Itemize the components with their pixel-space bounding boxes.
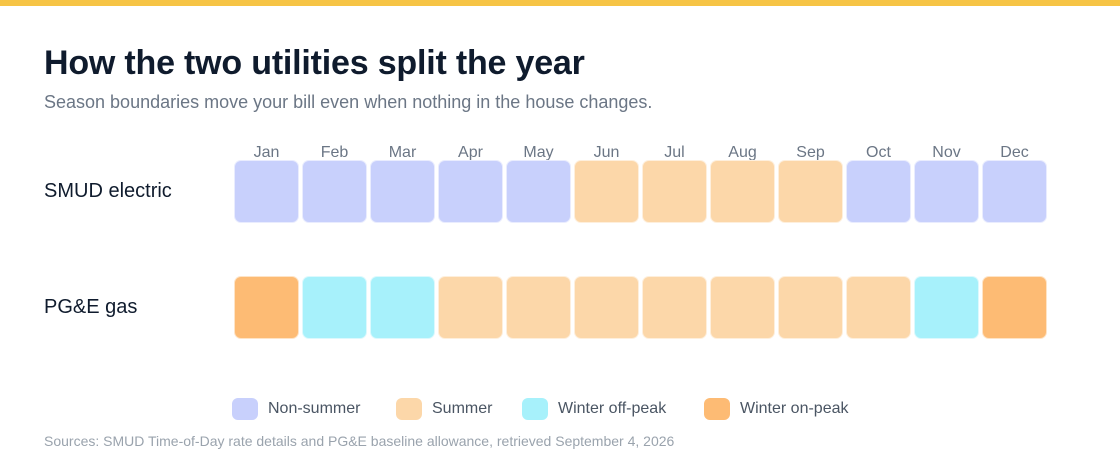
season-cell-0-dec — [982, 160, 1047, 223]
legend-swatch — [396, 398, 422, 420]
season-cell-0-nov — [914, 160, 979, 223]
month-label-aug: Aug — [728, 144, 757, 161]
legend-swatch — [704, 398, 730, 420]
season-cell-1-nov — [914, 276, 979, 339]
season-cell-1-oct — [846, 276, 911, 339]
legend-item: Winter off-peak — [522, 397, 666, 421]
month-label-jan: Jan — [253, 144, 280, 161]
season-cell-1-feb — [302, 276, 367, 339]
season-cell-1-apr — [438, 276, 503, 339]
month-label-dec: Dec — [1000, 144, 1029, 161]
season-cell-0-may — [506, 160, 571, 223]
season-cell-1-mar — [370, 276, 435, 339]
season-cell-0-jun — [574, 160, 639, 223]
season-cell-0-sep — [778, 160, 843, 223]
season-cell-0-jul — [642, 160, 707, 223]
legend-label: Summer — [432, 400, 493, 417]
season-cell-1-jul — [642, 276, 707, 339]
row-label-1: PG&E gas — [44, 296, 138, 318]
month-label-feb: Feb — [320, 144, 349, 161]
season-cell-0-mar — [370, 160, 435, 223]
season-cell-0-apr — [438, 160, 503, 223]
season-cell-1-dec — [982, 276, 1047, 339]
legend-label: Winter on-peak — [740, 400, 849, 417]
month-label-jul: Jul — [664, 144, 685, 161]
legend-label: Non-summer — [268, 400, 361, 417]
season-cell-1-aug — [710, 276, 775, 339]
season-cell-0-feb — [302, 160, 367, 223]
season-cell-0-oct — [846, 160, 911, 223]
month-label-apr: Apr — [458, 144, 483, 161]
legend-label: Winter off-peak — [558, 400, 667, 417]
legend-item: Summer — [396, 397, 492, 421]
legend-swatch — [232, 398, 258, 420]
row-label-0: SMUD electric — [44, 180, 172, 202]
chart-subtitle: Season boundaries move your bill even wh… — [44, 92, 653, 112]
season-cell-1-jan — [234, 276, 299, 339]
month-label-sep: Sep — [796, 144, 825, 161]
month-label-mar: Mar — [388, 144, 417, 161]
season-cell-0-jan — [234, 160, 299, 223]
season-cell-0-aug — [710, 160, 775, 223]
chart-title: How the two utilities split the year — [44, 44, 585, 82]
source-note: Sources: SMUD Time-of-Day rate details a… — [44, 433, 675, 449]
season-cell-1-may — [506, 276, 571, 339]
legend-swatch — [522, 398, 548, 420]
season-cell-1-sep — [778, 276, 843, 339]
month-label-jun: Jun — [593, 144, 620, 161]
legend-item: Non-summer — [232, 397, 360, 421]
month-label-nov: Nov — [932, 144, 961, 161]
accent-top-bar — [0, 0, 1120, 6]
month-label-may: May — [523, 144, 554, 161]
month-label-oct: Oct — [866, 144, 891, 161]
season-cell-1-jun — [574, 276, 639, 339]
legend-item: Winter on-peak — [704, 397, 849, 421]
